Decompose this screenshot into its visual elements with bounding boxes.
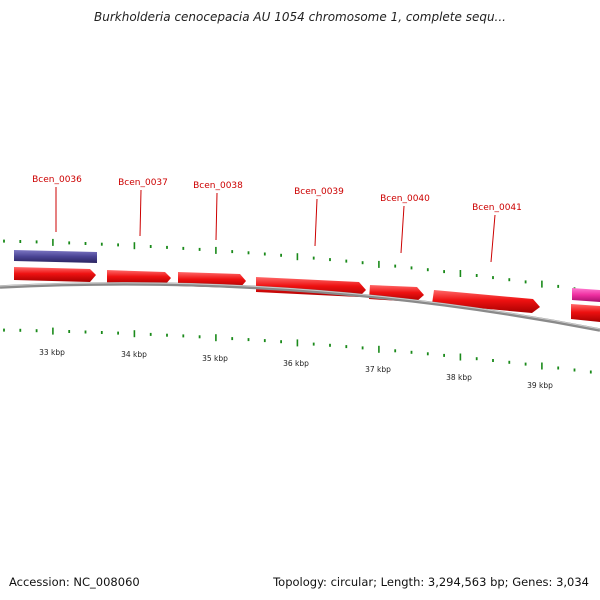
connector-bcen-0041: [490, 214, 496, 263]
cds-arrow-bcen-0036[interactable]: [14, 267, 96, 282]
gene-labels: Bcen_0036 Bcen_0037 Bcen_0038 Bcen_0039 …: [32, 175, 522, 213]
gene-label-bcen-0039[interactable]: Bcen_0039: [294, 187, 344, 197]
connector-bcen-0037: [139, 189, 142, 237]
gene-label-connectors: [55, 187, 496, 263]
cds-arrow-bcen-0041[interactable]: [432, 290, 540, 313]
ruler-label-36kbp: 36 kbp: [283, 359, 309, 368]
gene-label-bcen-0037[interactable]: Bcen_0037: [118, 178, 168, 188]
map-title: Burkholderia cenocepacia AU 1054 chromos…: [94, 10, 506, 24]
genome-backbone: [0, 282, 600, 332]
connector-bcen-0040: [400, 205, 405, 254]
ruler-label-34kbp: 34 kbp: [121, 350, 147, 359]
ruler-label-37kbp: 37 kbp: [365, 365, 391, 374]
feature-blue-block[interactable]: [14, 250, 97, 263]
accession-text: Accession: NC_008060: [9, 575, 140, 589]
genome-backbone-highlight: [0, 282, 600, 330]
gene-label-bcen-0038[interactable]: Bcen_0038: [193, 181, 243, 191]
feature-outer-track: [14, 250, 97, 263]
ruler-label-33kbp: 33 kbp: [39, 348, 65, 357]
inner-tick-ring: [3, 327, 592, 374]
cds-arrow-partial[interactable]: [571, 304, 600, 322]
ruler-label-35kbp: 35 kbp: [202, 354, 228, 363]
ruler-label-38kbp: 38 kbp: [446, 373, 472, 382]
ruler-labels: 33 kbp 34 kbp 35 kbp 36 kbp 37 kbp 38 kb…: [39, 348, 553, 390]
connector-bcen-0038: [215, 192, 218, 241]
gene-label-bcen-0036[interactable]: Bcen_0036: [32, 175, 82, 185]
cds-arrow-bcen-0037[interactable]: [107, 270, 171, 285]
ruler-label-39kbp: 39 kbp: [527, 381, 553, 390]
connector-bcen-0039: [314, 198, 318, 247]
feature-pink-block[interactable]: [572, 288, 600, 302]
topology-summary: Topology: circular; Length: 3,294,563 bp…: [273, 575, 589, 589]
gene-label-bcen-0041[interactable]: Bcen_0041: [472, 203, 522, 213]
gene-label-bcen-0040[interactable]: Bcen_0040: [380, 194, 430, 204]
cds-track: [14, 267, 600, 322]
